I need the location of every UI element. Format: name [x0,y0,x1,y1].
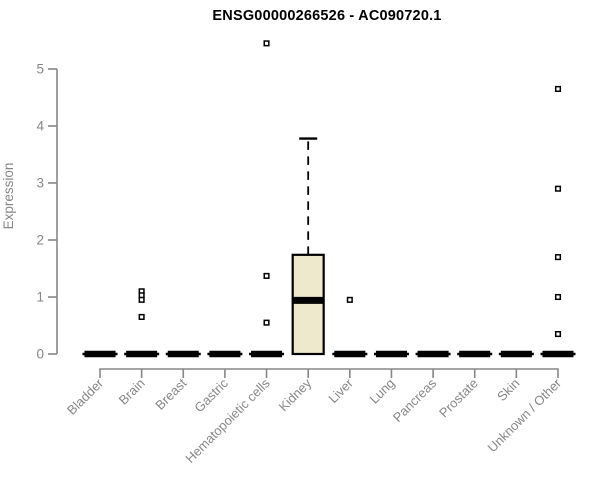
outlier-point [554,185,562,192]
outlier-point [138,296,145,303]
box [291,253,325,356]
x-tick-label: Unknown / Other [485,375,565,455]
x-tick-label: Prostate [436,376,481,421]
chart-title: ENSG00000266526 - AC090720.1 [212,8,442,24]
outlier-point [554,254,562,261]
y-tick-label: 3 [36,176,44,191]
y-axis: 0 1 2 3 4 5 Expression [1,62,58,362]
outlier-point [554,331,562,338]
y-tick-label: 2 [36,233,44,248]
boxplot-kidney [291,137,325,356]
x-tick-label: Pancreas [390,375,440,425]
outlier-point [263,319,270,326]
outlier-point [263,40,270,47]
boxplot-liver [332,296,368,358]
x-tick-label: Skin [494,376,522,404]
x-tick-label: Breast [152,375,189,412]
x-tick-label: Brain [116,376,148,408]
y-tick-label: 4 [36,119,44,134]
outlier-point [554,85,562,93]
x-tick-label: Liver [325,375,356,406]
y-axis-title: Expression [1,163,16,230]
x-tick-label: Gastric [191,375,231,415]
x-tick-label: Bladder [64,375,107,418]
outlier-point [263,272,270,279]
boxplot-brain [124,288,160,358]
boxplot-hematopoietic-cells [249,40,285,358]
y-tick-label: 1 [36,290,44,305]
outlier-point [138,313,145,320]
x-tick-label: Kidney [276,375,315,414]
y-tick-label: 0 [36,347,44,362]
outlier-point [346,296,353,303]
boxplot-unknown-other [540,85,576,358]
y-tick-label: 5 [36,62,44,77]
outlier-point [554,293,562,301]
x-tick-label: Lung [367,376,398,407]
